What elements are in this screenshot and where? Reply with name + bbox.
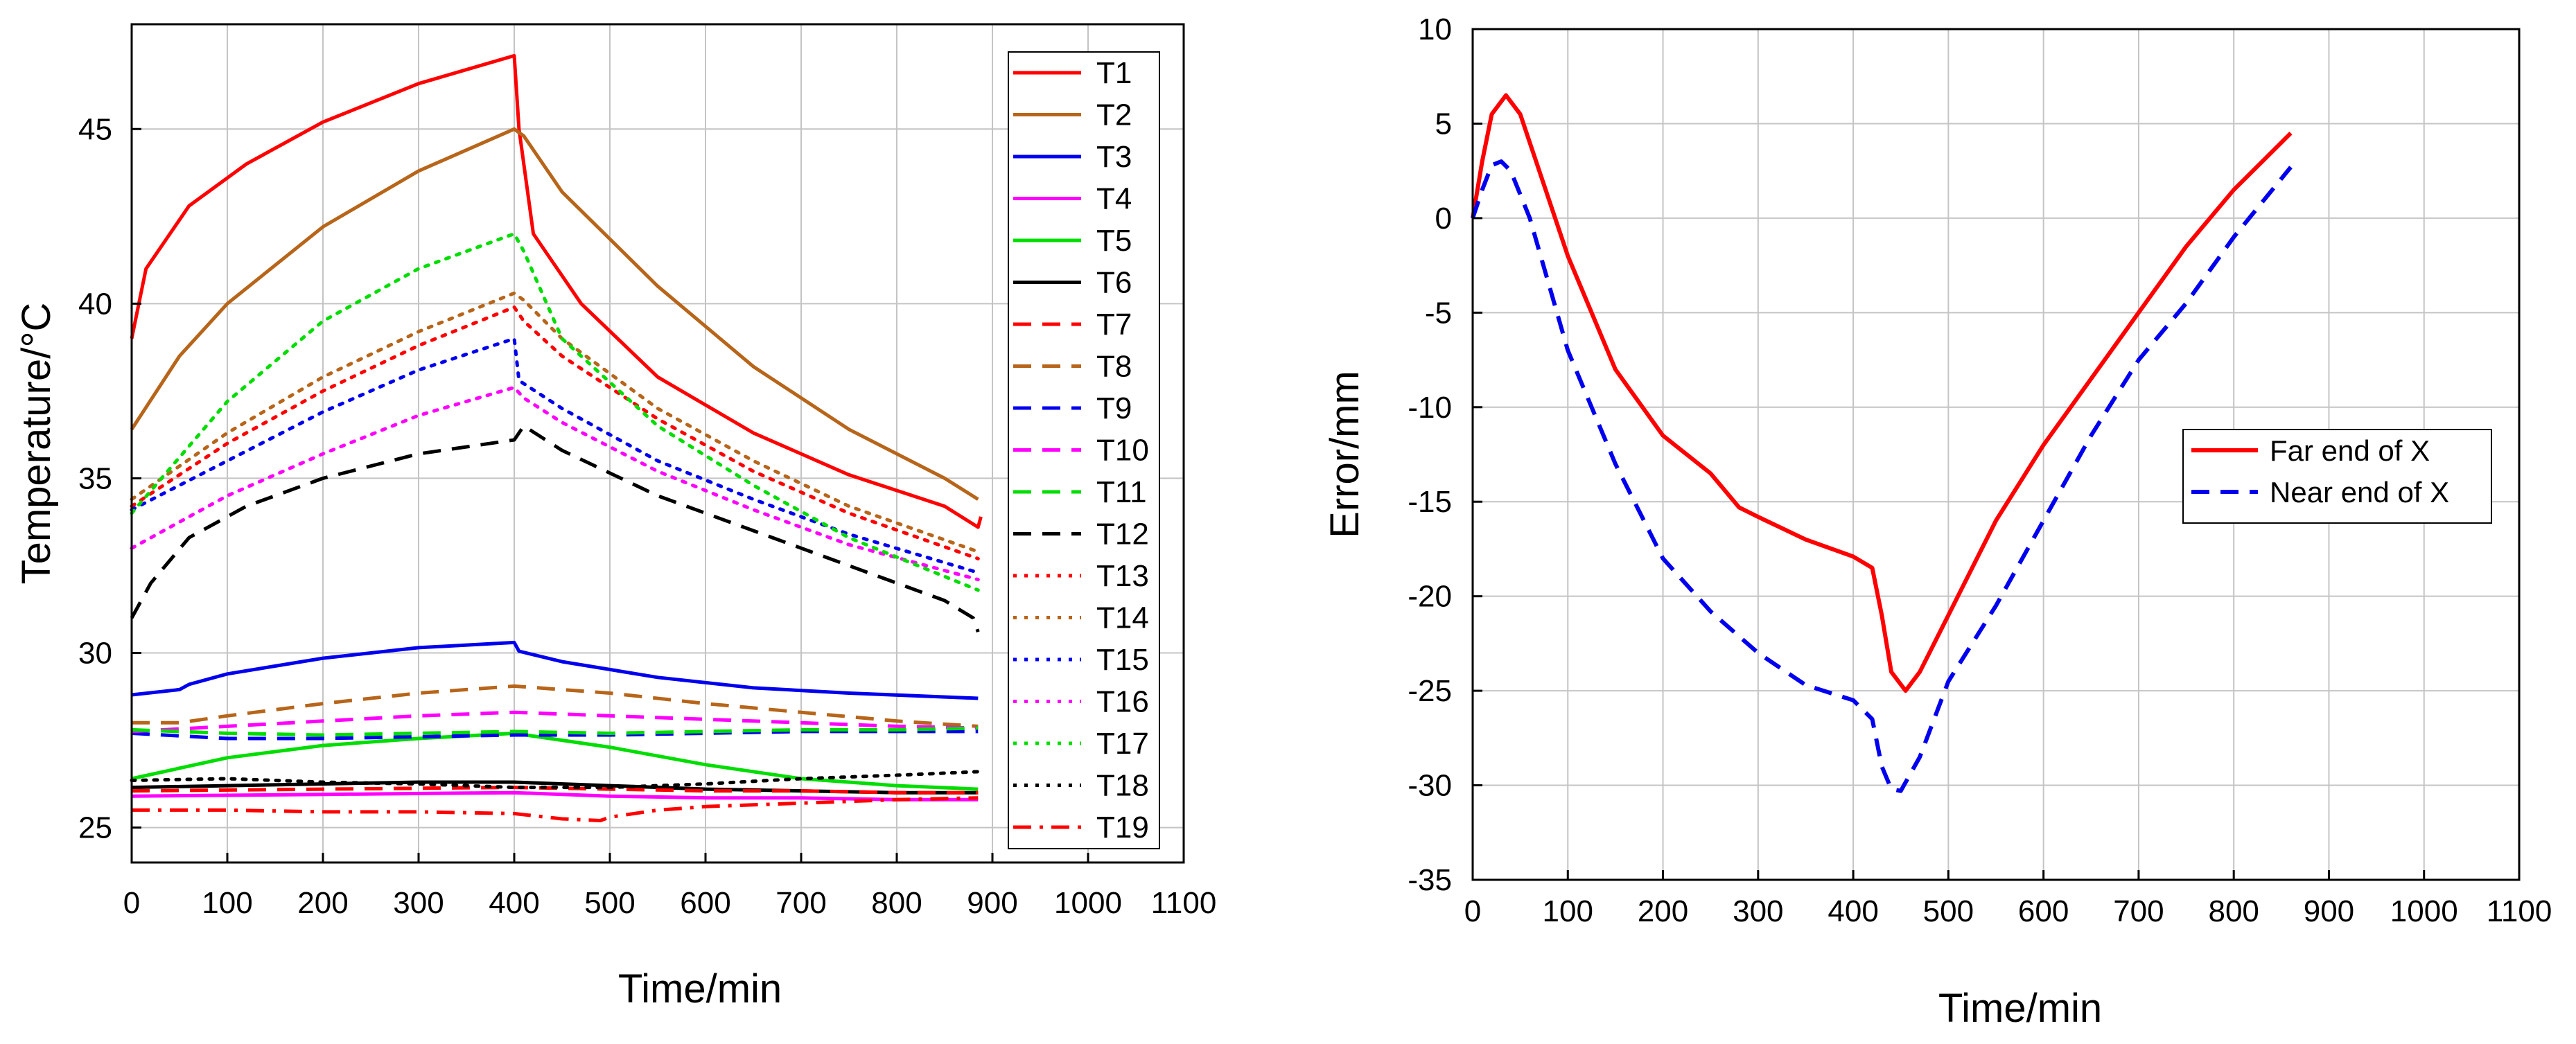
temperature-series-t17: [130, 232, 980, 592]
temperature-series-t14: [130, 291, 980, 554]
temperature-x-tick-label: 800: [871, 886, 922, 920]
error-y-tick-label: -25: [1408, 674, 1452, 708]
temperature-x-tick-label: 900: [967, 886, 1017, 920]
temperature-x-tick-label: 300: [393, 886, 444, 920]
temperature-legend-label: T3: [1096, 140, 1132, 174]
temperature-series-t12: [130, 424, 980, 633]
error-x-tick-label: 100: [1543, 894, 1593, 928]
temperature-y-axis-label: Temperature/°C: [14, 303, 59, 585]
temperature-y-tick-label: 45: [78, 112, 112, 146]
error-x-tick-label: 300: [1733, 894, 1783, 928]
error-series-near-end-of-x: [1471, 159, 2293, 793]
error-x-tick-label: 1000: [2390, 894, 2458, 928]
temperature-series-t13: [130, 305, 980, 560]
temperature-legend-label: T4: [1096, 182, 1132, 216]
error-legend-label: Near end of X: [2270, 476, 2449, 508]
temperature-legend-label: T7: [1096, 308, 1132, 342]
error-x-tick-label: 900: [2304, 894, 2354, 928]
temperature-legend-label: T10: [1096, 434, 1149, 468]
temperature-chart: 0 100 200 300 400 500 600 700 800 900 1000 1100 25 3…: [14, 23, 1217, 1011]
temperature-x-axis-label: Time/min: [618, 966, 782, 1011]
temperature-series-t6: [131, 780, 979, 795]
temperature-legend-box: [1008, 51, 1160, 849]
temperature-legend-label: T15: [1096, 643, 1149, 677]
temperature-y-tick-label: 35: [78, 461, 112, 495]
temperature-x-tick-label: 0: [123, 886, 140, 920]
error-y-tick-label: -15: [1408, 485, 1452, 519]
temperature-y-tick-label: 40: [78, 287, 112, 321]
temperature-x-ticks: 0 100 200 300 400 500 600 700 800 900 1000 1100: [123, 853, 1217, 920]
temperature-series-t18: [130, 770, 980, 790]
error-y-tick-label: 0: [1435, 202, 1452, 236]
error-y-tick-label: 10: [1418, 12, 1452, 46]
error-x-tick-label: 500: [1923, 894, 1974, 928]
error-x-tick-label: 0: [1464, 894, 1481, 928]
temperature-legend-label: T14: [1096, 601, 1149, 635]
temperature-y-tick-label: 30: [78, 637, 112, 671]
temperature-series-t15: [130, 337, 980, 574]
error-x-tick-label: 800: [2208, 894, 2259, 928]
temperature-legend: T1 T2 T3 T4 T5 T6 T7 T8 T9 T10 T11 T12 T13 T14 T15 T16 T…: [1008, 51, 1160, 849]
error-x-tick-label: 1100: [2487, 894, 2552, 928]
temperature-legend-label: T13: [1096, 559, 1149, 593]
temperature-series-t5: [131, 732, 979, 791]
error-y-tick-label: -10: [1408, 391, 1452, 425]
temperature-x-tick-label: 200: [297, 886, 348, 920]
temperature-x-tick-label: 1100: [1151, 886, 1217, 920]
error-y-tick-label: 5: [1435, 107, 1452, 141]
error-series: [1471, 93, 2293, 793]
temperature-legend-label: T19: [1096, 811, 1149, 844]
temperature-legend-label: T12: [1096, 517, 1149, 551]
temperature-legend-label: T18: [1096, 769, 1149, 803]
temperature-series-t2: [130, 127, 979, 501]
error-y-tick-label: -35: [1408, 863, 1452, 897]
temperature-legend-label: T8: [1096, 350, 1132, 384]
temperature-x-tick-label: 100: [202, 886, 252, 920]
error-x-ticks: 0 100 200 300 400 500 600 700 800 900 1000 1100: [1464, 870, 2552, 928]
error-plot-frame: [1471, 28, 2521, 881]
error-y-axis-label: Error/mm: [1322, 371, 1367, 538]
temperature-legend-label: T9: [1096, 391, 1132, 425]
error-x-tick-label: 400: [1828, 894, 1878, 928]
temperature-legend-label: T1: [1096, 56, 1132, 90]
error-x-axis-label: Time/min: [1938, 986, 2102, 1031]
error-x-tick-label: 200: [1638, 894, 1688, 928]
temperature-legend-label: T16: [1096, 685, 1149, 719]
error-legend-label: Far end of X: [2270, 434, 2430, 467]
temperature-series-t16: [130, 385, 980, 582]
temperature-legend-label: T2: [1096, 98, 1132, 132]
error-y-ticks: 10 5 0 -5 -10 -15 -20 -25 -30 -35: [1408, 12, 1482, 897]
error-y-tick-label: -30: [1408, 769, 1452, 803]
temperature-series: [130, 53, 983, 822]
error-x-tick-label: 700: [2113, 894, 2164, 928]
temperature-legend-label: T11: [1096, 475, 1147, 509]
error-y-tick-label: -5: [1425, 296, 1452, 330]
temperature-x-tick-label: 600: [680, 886, 730, 920]
temperature-x-tick-label: 500: [584, 886, 635, 920]
error-y-tick-label: -20: [1408, 580, 1452, 614]
temperature-x-tick-label: 700: [776, 886, 826, 920]
temperature-plot-frame: [130, 23, 1185, 864]
temperature-series-t1: [130, 53, 983, 529]
temperature-legend-label: T6: [1096, 266, 1132, 300]
temperature-series-t8: [132, 684, 979, 728]
temperature-y-ticks: 25 30 35 40 45: [78, 112, 141, 845]
error-chart: 0 100 200 300 400 500 600 700 800 900 1000 1100 10 5…: [1322, 12, 2552, 1031]
temperature-legend-label: T5: [1096, 224, 1132, 258]
temperature-x-tick-label: 400: [489, 886, 539, 920]
error-legend-box: [2182, 429, 2492, 524]
error-series-far-end-of-x: [1471, 93, 2293, 693]
temperature-y-tick-label: 25: [78, 811, 112, 845]
temperature-x-tick-label: 1000: [1054, 886, 1122, 920]
error-x-tick-label: 600: [2018, 894, 2069, 928]
temperature-series-t7: [131, 786, 979, 795]
error-legend: Far end of X Near end of X: [2182, 429, 2492, 524]
temperature-series-t19: [132, 796, 979, 822]
temperature-legend-label: T17: [1096, 727, 1149, 761]
temperature-series-t3: [131, 640, 979, 700]
